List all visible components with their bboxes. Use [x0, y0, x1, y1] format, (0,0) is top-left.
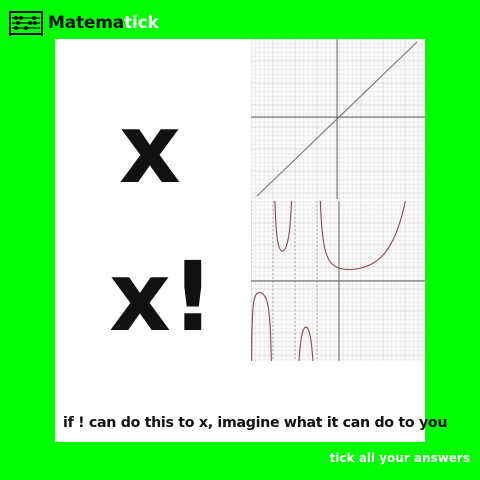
brand-name-dark: Matema — [48, 13, 125, 33]
brand-name: Matematick — [48, 13, 159, 33]
brand-name-light: tick — [124, 13, 159, 33]
meme-card: x x! if ! can do this to x, imagine what… — [55, 39, 448, 442]
plot-linear — [251, 39, 425, 199]
brand-logo: Matematick — [8, 10, 159, 36]
abacus-icon — [9, 11, 43, 36]
top-text-x: x — [119, 93, 181, 205]
meme-caption: if ! can do this to x, imagine what it c… — [63, 415, 448, 431]
curve-x-factorial — [251, 292, 272, 361]
plot-factorial — [251, 201, 425, 361]
curve-x-factorial — [319, 201, 407, 271]
tagline: tick all your answers — [329, 451, 470, 465]
curve-x-factorial — [274, 201, 293, 252]
curve-y-equals-x — [256, 41, 418, 197]
curve-x-factorial — [298, 326, 314, 361]
bottom-text-x-factorial: x! — [109, 241, 215, 353]
